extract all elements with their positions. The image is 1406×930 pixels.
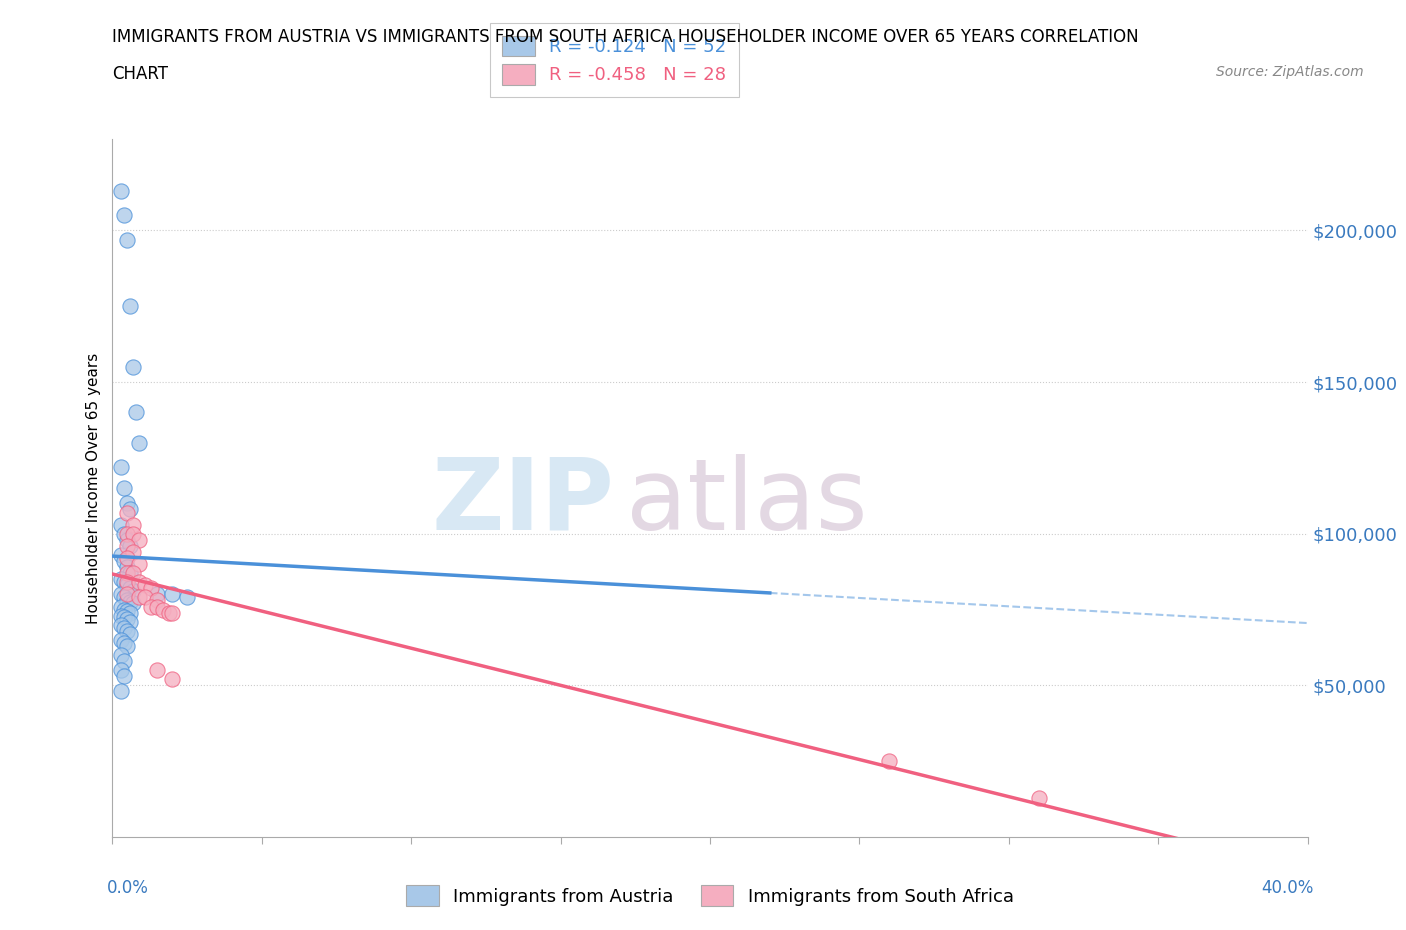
Point (117, 538, 139, 553)
Point (117, 526, 139, 541)
Point (114, 526, 135, 541)
Point (128, 532, 150, 547)
Point (114, 669, 135, 684)
Point (110, 684, 132, 698)
Point (877, 753, 901, 768)
Point (114, 590, 135, 604)
Point (110, 632, 132, 647)
Point (176, 590, 198, 604)
Point (120, 614, 142, 629)
Point (152, 602, 174, 617)
Point (122, 517, 145, 532)
Point (122, 544, 145, 559)
Point (117, 593, 139, 608)
Point (134, 578, 156, 592)
Point (110, 587, 132, 602)
Text: IMMIGRANTS FROM AUSTRIA VS IMMIGRANTS FROM SOUTH AFRICA HOUSEHOLDER INCOME OVER : IMMIGRANTS FROM AUSTRIA VS IMMIGRANTS FR… (112, 28, 1139, 46)
Point (117, 532, 139, 547)
Point (128, 590, 150, 604)
Y-axis label: Householder Income Over 65 years: Householder Income Over 65 years (86, 352, 101, 624)
Point (110, 183, 132, 198)
Point (117, 560, 139, 575)
Point (110, 459, 132, 474)
Point (1028, 790, 1050, 805)
Point (117, 575, 139, 590)
Point (134, 590, 156, 604)
Point (110, 608, 132, 623)
Point (117, 232, 139, 247)
Point (146, 599, 169, 614)
Point (117, 551, 139, 565)
Point (110, 618, 132, 632)
Text: 40.0%: 40.0% (1261, 879, 1313, 897)
Point (110, 599, 132, 614)
Text: Source: ZipAtlas.com: Source: ZipAtlas.com (1216, 65, 1364, 79)
Legend: Immigrants from Austria, Immigrants from South Africa: Immigrants from Austria, Immigrants from… (394, 872, 1026, 919)
Text: 0.0%: 0.0% (107, 879, 149, 897)
Point (110, 517, 132, 532)
Point (122, 360, 145, 375)
Point (117, 611, 139, 626)
Point (117, 623, 139, 638)
Point (117, 496, 139, 511)
Point (120, 565, 142, 580)
Text: CHART: CHART (112, 65, 169, 83)
Point (120, 594, 142, 609)
Point (114, 610, 135, 625)
Point (146, 587, 169, 602)
Point (162, 605, 183, 620)
Point (128, 575, 150, 590)
Point (122, 565, 145, 580)
Point (114, 635, 135, 650)
Point (128, 557, 150, 572)
Point (117, 505, 139, 520)
Point (162, 671, 183, 686)
Point (117, 578, 139, 592)
Point (117, 587, 139, 602)
Point (114, 575, 135, 590)
Point (125, 405, 148, 419)
Point (122, 526, 145, 541)
Point (122, 584, 145, 599)
Point (157, 605, 180, 620)
Point (114, 481, 135, 496)
Point (120, 299, 142, 313)
Point (114, 620, 135, 635)
Point (117, 604, 139, 618)
Point (117, 565, 139, 580)
Text: ZIP: ZIP (432, 454, 614, 551)
Point (110, 572, 132, 587)
Point (110, 647, 132, 662)
Point (114, 553, 135, 568)
Text: atlas: atlas (626, 454, 868, 551)
Point (141, 599, 163, 614)
Point (110, 548, 132, 563)
Point (122, 596, 145, 611)
Point (120, 605, 142, 620)
Point (117, 639, 139, 654)
Point (120, 502, 142, 517)
Point (128, 435, 150, 450)
Point (162, 587, 183, 602)
Point (120, 627, 142, 642)
Point (114, 654, 135, 669)
Point (114, 602, 135, 617)
Point (141, 581, 163, 596)
Point (146, 593, 169, 608)
Point (120, 581, 142, 596)
Point (114, 208, 135, 223)
Point (110, 663, 132, 678)
Point (146, 663, 169, 678)
Point (120, 538, 142, 553)
